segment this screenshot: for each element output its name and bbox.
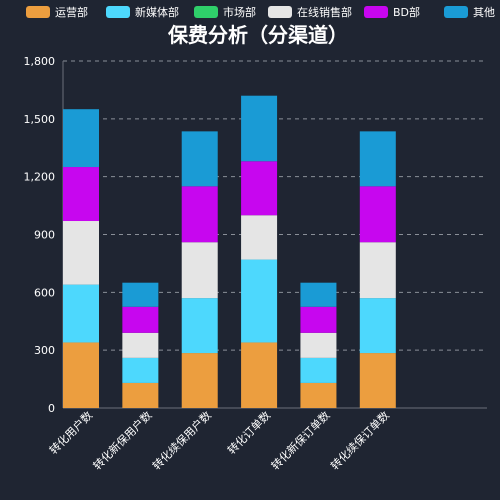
bar-segment[interactable] [359, 242, 396, 299]
chart-title: 保费分析（分渠道） [167, 23, 348, 47]
x-tick-label: 转化续保用户数 [149, 408, 213, 472]
legend-swatch[interactable] [194, 6, 218, 18]
bar-segment[interactable] [241, 161, 278, 216]
y-tick-label: 1,800 [24, 55, 56, 68]
legend: 运营部 新媒体部 市场部 在线销售部 BD部 其他 [26, 5, 495, 19]
x-tick-label: 转化续保订单数 [328, 408, 392, 472]
y-tick-label: 1,500 [24, 113, 56, 126]
y-tick-label: 0 [48, 402, 55, 415]
bar-segment[interactable] [181, 298, 218, 354]
legend-swatch[interactable] [106, 6, 130, 18]
bar-segment[interactable] [181, 131, 218, 187]
bar-segment[interactable] [241, 342, 278, 408]
bar-segment[interactable] [300, 357, 337, 383]
bar-segment[interactable] [241, 95, 278, 162]
bar-segment[interactable] [300, 282, 337, 307]
legend-label: BD部 [393, 5, 420, 19]
bar-segment[interactable] [63, 109, 99, 168]
bar-segment[interactable] [63, 167, 99, 222]
bar-segment[interactable] [359, 298, 396, 354]
x-tick-label: 转化新保订单数 [268, 408, 332, 472]
bar-segment[interactable] [359, 131, 396, 187]
bar-segment[interactable] [63, 221, 99, 285]
bar-segment[interactable] [181, 186, 218, 243]
bar-segment[interactable] [122, 332, 159, 358]
legend-swatch[interactable] [364, 6, 388, 18]
bar-segment[interactable] [300, 382, 337, 408]
bar-segment[interactable] [241, 259, 278, 343]
legend-swatch[interactable] [444, 6, 468, 18]
legend-label: 市场部 [223, 5, 256, 19]
bar-segment[interactable] [241, 215, 278, 260]
bar-segment[interactable] [63, 342, 99, 408]
bar-segment[interactable] [359, 353, 396, 408]
legend-label: 新媒体部 [135, 5, 179, 19]
bar-segment[interactable] [359, 186, 396, 243]
x-tick-label: 转化新保用户数 [90, 408, 154, 472]
bars [63, 95, 396, 408]
bar-segment[interactable] [122, 382, 159, 408]
bar-segment[interactable] [300, 332, 337, 358]
y-tick-label: 1,200 [24, 171, 56, 184]
legend-swatch[interactable] [268, 6, 292, 18]
legend-swatch[interactable] [26, 6, 50, 18]
legend-label: 运营部 [55, 5, 88, 19]
x-tick-label: 转化用户数 [46, 408, 95, 457]
y-tick-label: 300 [34, 344, 55, 357]
y-tick-label: 900 [34, 229, 55, 242]
bar-segment[interactable] [63, 284, 99, 343]
legend-label: 其他 [473, 6, 495, 19]
bar-segment[interactable] [181, 242, 218, 299]
bar-segment[interactable] [122, 306, 159, 333]
bar-segment[interactable] [122, 357, 159, 383]
bar-segment[interactable] [300, 306, 337, 333]
legend-label: 在线销售部 [297, 5, 352, 19]
bar-segment[interactable] [122, 282, 159, 307]
y-tick-label: 600 [34, 286, 55, 299]
bar-segment[interactable] [181, 353, 218, 408]
x-tick-label: 转化订单数 [224, 408, 273, 457]
